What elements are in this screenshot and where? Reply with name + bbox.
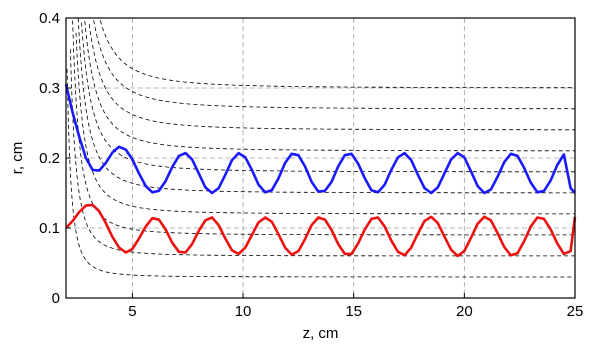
x-axis-ticks: 5 10 15 20 25 (128, 293, 583, 320)
y-tick-label: 0.1 (39, 220, 60, 237)
background-curve (99, 20, 575, 89)
background-dashed-curves (66, 18, 575, 278)
y-tick-label: 0 (52, 290, 60, 307)
x-tick-label: 20 (456, 303, 473, 320)
series-line-1 (65, 203, 577, 258)
data-series (64, 84, 577, 258)
y-tick-label: 0.2 (39, 150, 60, 167)
x-axis-label: z, cm (303, 325, 339, 342)
background-curve (70, 49, 575, 257)
background-curve (84, 21, 575, 152)
background-curve (93, 20, 575, 110)
background-curve (88, 24, 575, 131)
x-tick-label: 5 (128, 303, 136, 320)
background-curve (75, 32, 575, 215)
background-curve (77, 18, 575, 194)
series-line-0 (64, 84, 576, 195)
background-curve (81, 22, 575, 173)
x-tick-label: 15 (345, 303, 362, 320)
y-axis-ticks: 0 0.1 0.2 0.3 0.4 (39, 10, 71, 307)
y-tick-label: 0.4 (39, 10, 60, 27)
x-tick-label: 10 (235, 303, 252, 320)
x-tick-label: 25 (567, 303, 584, 320)
y-axis-label: r, cm (9, 142, 26, 175)
y-tick-label: 0.3 (39, 80, 60, 97)
